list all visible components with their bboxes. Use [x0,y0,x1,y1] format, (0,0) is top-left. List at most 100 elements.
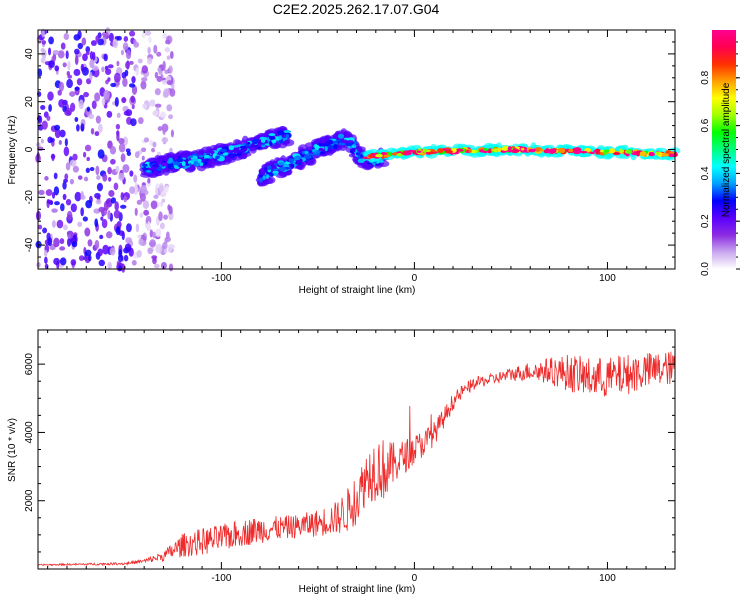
heatmap-cell [158,69,163,75]
heatmap-cell [135,223,140,233]
heatmap-cell [158,184,164,193]
heatmap-cell [285,134,290,139]
heatmap-cell [271,138,277,144]
heatmap-cell [118,143,126,153]
heatmap-cell [81,37,87,46]
heatmap-cell [161,162,167,167]
heatmap-cell [78,255,85,262]
heatmap-cell [77,30,82,40]
heatmap-cell [172,161,176,164]
heatmap-cell [35,240,42,249]
heatmap-cell [147,46,151,55]
heatmap-cell [503,145,507,151]
heatmap-cell [211,150,215,154]
heatmap-cell [612,152,621,155]
heatmap-cell [122,164,130,173]
heatmap-cell [74,117,79,122]
heatmap-cell [595,148,600,154]
heatmap-cell [278,135,283,140]
heatmap-cell [113,182,119,191]
heatmap-cell [324,146,328,152]
heatmap-cell [94,239,100,250]
heatmap-cell [153,194,159,199]
y-tick-label: 40 [24,48,35,60]
heatmap-cell [73,48,80,55]
heatmap-cell [161,198,166,203]
heatmap-cell [152,163,160,168]
heatmap-cell [40,57,46,64]
heatmap-cell [85,249,92,257]
heatmap-cell [141,65,148,74]
heatmap-cell [46,199,53,204]
heatmap-cell [147,247,154,255]
heatmap-cell [40,138,44,144]
y-tick-label: -40 [24,237,35,252]
heatmap-cell [69,178,75,185]
heatmap-cell [137,117,144,125]
heatmap-cell [427,151,435,155]
heatmap-cell [114,201,119,211]
heatmap-cell [648,152,655,157]
heatmap-cell [106,110,113,118]
heatmap-cell [107,64,114,69]
heatmap-cell [115,165,120,173]
x-tick-label: -100 [211,573,231,584]
heatmap-cell [66,71,71,77]
heatmap-cell [58,98,65,108]
heatmap-cell [72,165,80,173]
heatmap-cell [260,138,266,143]
heatmap-cell [149,100,156,107]
heatmap-cell [59,129,66,138]
heatmap-cell [528,148,536,153]
heatmap-cell [134,151,140,159]
heatmap-cell [149,229,154,238]
heatmap-cell [54,65,60,72]
heatmap-cell [97,123,103,133]
heatmap-cell [603,149,610,153]
heatmap-cells [35,27,681,273]
heatmap-cell [80,207,84,217]
heatmap-cell [83,176,89,182]
heatmap-cell [113,209,121,219]
heatmap-cell [82,216,88,222]
heatmap-cell [90,40,97,46]
heatmap-cell [134,182,138,192]
heatmap-cell [573,149,581,155]
heatmap-cell [87,239,93,247]
heatmap-cell [540,149,545,152]
heatmap-cell [152,256,157,262]
heatmap-cell [88,254,92,262]
heatmap-cell [85,78,92,85]
heatmap-cell [136,249,142,258]
heatmap-cell [78,99,84,110]
heatmap-cell [121,263,126,273]
heatmap-cell [95,199,102,205]
heatmap-cell [140,80,147,90]
colorbar-tick-label: 0.0 [700,262,711,276]
heatmap-cell [122,136,129,146]
heatmap-cell [54,128,61,139]
heatmap-cell [129,170,134,177]
heatmap-cell [51,192,56,199]
heatmap-cell [162,60,166,71]
heatmap-cell [131,260,137,266]
heatmap-cell [151,147,156,153]
heatmap-cell [437,148,444,154]
heatmap-cell [71,241,78,248]
heatmap-cell [241,135,249,145]
heatmap-cell [162,32,167,39]
heatmap-cell [84,227,91,237]
heatmap-cell [62,224,68,231]
heatmap-cell [144,30,152,36]
heatmap-cell [139,212,144,218]
heatmap-cell [85,167,90,174]
heatmap-cell [108,190,115,197]
colorbar-tick-label: 0.2 [700,214,711,228]
heatmap-cell [204,154,210,159]
heatmap-cell [236,152,243,157]
heatmap-cell [639,151,647,157]
y-tick-label: 2000 [24,489,35,512]
heatmap-cell [568,148,574,153]
heatmap-cell [56,219,64,229]
heatmap-cell [168,157,173,163]
